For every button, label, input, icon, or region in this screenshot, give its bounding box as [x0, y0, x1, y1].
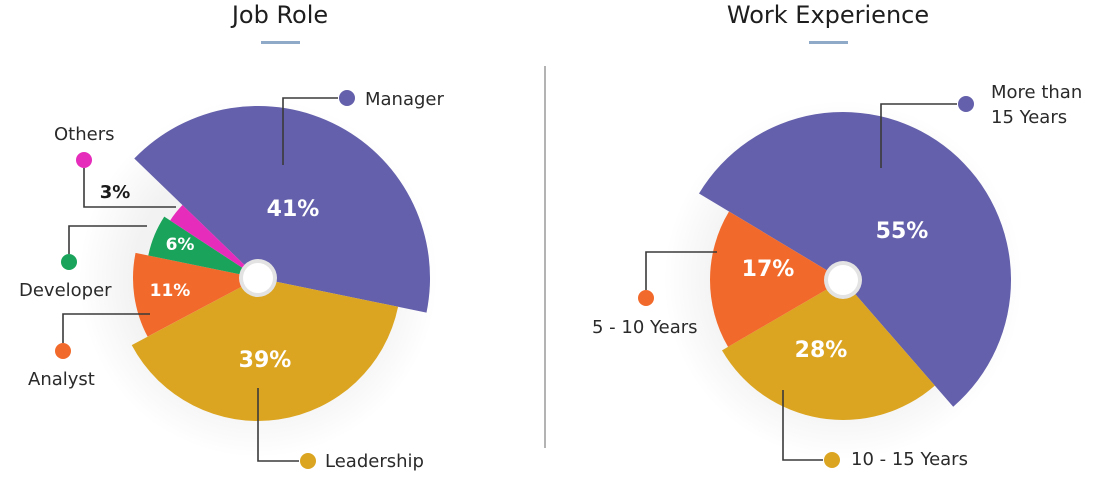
- chart-title-work-experience: Work Experience: [727, 1, 929, 29]
- data-label-leadership: 39%: [239, 348, 292, 373]
- chart-title-job-role: Job Role: [230, 1, 328, 29]
- pie-slice-10-15-years: [722, 280, 935, 421]
- pie-slice-others: [170, 205, 258, 278]
- pie-center-hole: [828, 265, 858, 295]
- legend-dot-leadership: [300, 453, 316, 469]
- pie-center-hole: [243, 263, 273, 293]
- data-label-analyst: 11%: [150, 281, 191, 301]
- pie-slice-analyst: [132, 252, 258, 337]
- label-5-10-years: 5 - 10 Years: [592, 317, 698, 338]
- leader-line-manager: [282, 97, 338, 165]
- legend-dot-10-15: [824, 452, 840, 468]
- leader-line-more-than-15: [880, 103, 957, 168]
- label-developer: Developer: [19, 280, 112, 301]
- leader-lines: [55, 90, 974, 469]
- pie-slice-manager: [134, 105, 431, 313]
- data-label-developer: 6%: [166, 235, 195, 255]
- legend-dot-developer: [61, 254, 77, 270]
- title-underline: [261, 41, 300, 44]
- leader-line-others: [83, 168, 176, 208]
- work-experience-pie: [699, 111, 1012, 421]
- data-label-manager: 41%: [267, 197, 320, 222]
- label-more-than-15-line1: More than: [991, 82, 1082, 103]
- leader-line-10-15: [782, 390, 823, 461]
- data-label-more-than-15: 55%: [876, 219, 929, 244]
- pie-slice-more-than-15-years: [699, 111, 1012, 407]
- job-role-pie: [131, 105, 431, 421]
- legend-dot-others: [76, 152, 92, 168]
- label-leadership: Leadership: [325, 451, 424, 472]
- label-analyst: Analyst: [28, 369, 95, 390]
- label-10-15-years: 10 - 15 Years: [851, 449, 968, 470]
- legend-dot-analyst: [55, 343, 71, 359]
- leader-line-5-10: [645, 251, 717, 290]
- leader-line-developer: [68, 225, 147, 254]
- data-label-10-15: 28%: [795, 338, 848, 363]
- title-underline: [809, 41, 848, 44]
- legend-dot-more-than-15: [958, 96, 974, 112]
- data-label-others: 3%: [100, 182, 131, 203]
- pie-slice-developer: [148, 216, 258, 278]
- label-more-than-15-line2: 15 Years: [991, 107, 1067, 128]
- label-others: Others: [54, 124, 115, 145]
- data-label-5-10: 17%: [742, 257, 795, 282]
- leader-line-analyst: [62, 313, 150, 343]
- pie-slice-5-10-years: [710, 211, 843, 347]
- pie-slice-leadership: [131, 278, 399, 421]
- leader-line-leadership: [257, 388, 299, 462]
- label-manager: Manager: [365, 89, 444, 110]
- legend-dot-5-10: [638, 290, 654, 306]
- legend-dot-manager: [339, 90, 355, 106]
